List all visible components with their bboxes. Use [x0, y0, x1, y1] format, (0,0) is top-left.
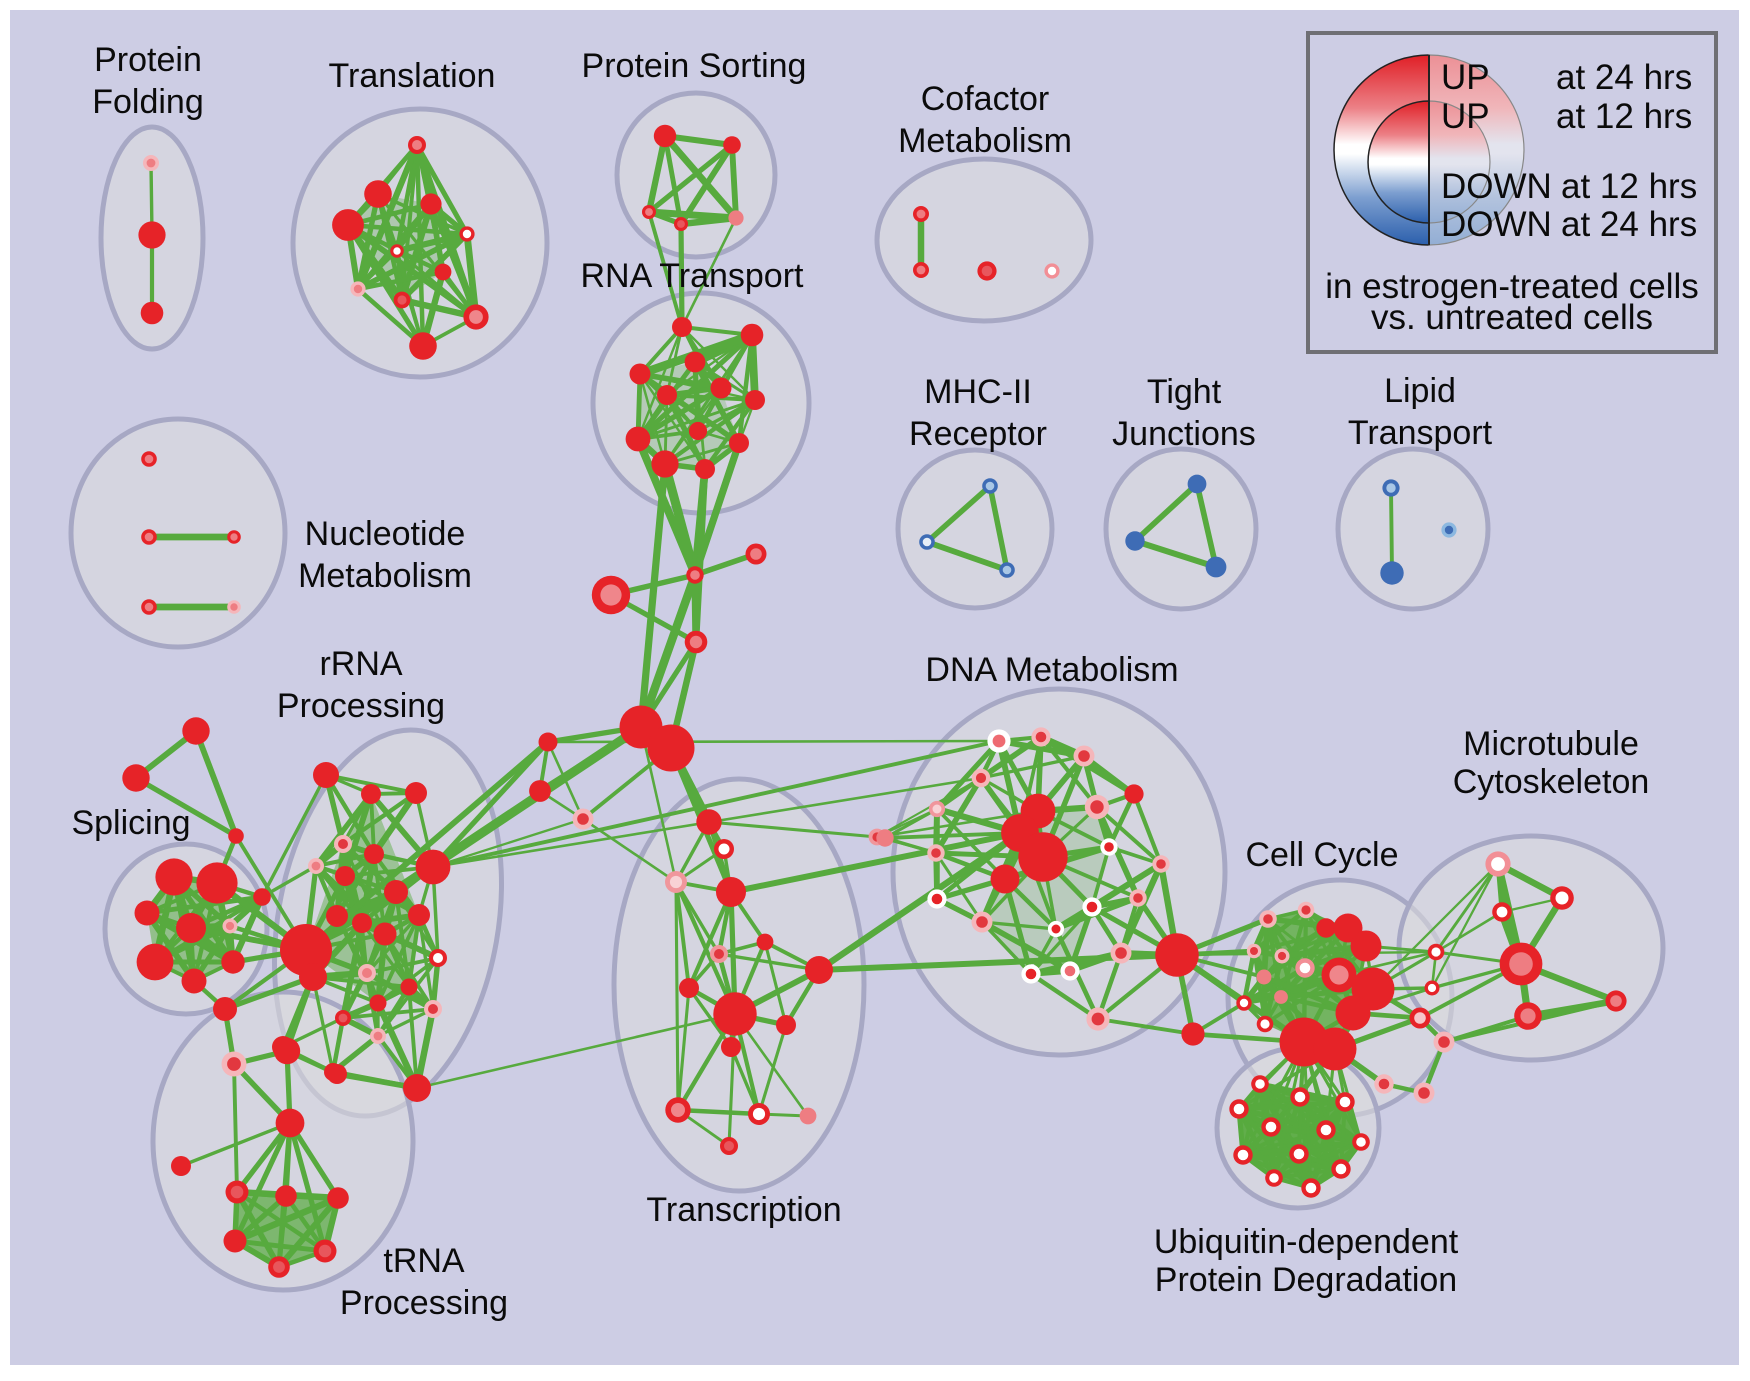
svg-text:RNA Transport: RNA Transport [581, 257, 805, 295]
svg-text:Tight: Tight [1147, 373, 1222, 411]
svg-text:Receptor: Receptor [909, 415, 1047, 453]
svg-text:at 12 hrs: at 12 hrs [1556, 97, 1692, 136]
svg-text:Microtubule: Microtubule [1463, 725, 1639, 763]
svg-text:Lipid: Lipid [1384, 372, 1456, 410]
svg-text:Cell Cycle: Cell Cycle [1245, 836, 1398, 874]
svg-text:MHC-II: MHC-II [924, 373, 1032, 411]
svg-text:Cofactor: Cofactor [921, 80, 1050, 118]
svg-text:Protein Sorting: Protein Sorting [582, 47, 807, 85]
svg-text:Protein Degradation: Protein Degradation [1155, 1261, 1457, 1299]
svg-text:Cytoskeleton: Cytoskeleton [1453, 763, 1650, 801]
svg-text:Ubiquitin-dependent: Ubiquitin-dependent [1154, 1223, 1459, 1261]
svg-text:in estrogen-treated cells: in estrogen-treated cells [1325, 267, 1699, 306]
svg-text:at 12 hrs: at 12 hrs [1561, 167, 1697, 206]
svg-text:Folding: Folding [92, 83, 204, 121]
svg-text:DOWN: DOWN [1441, 167, 1552, 206]
svg-text:Nucleotide: Nucleotide [305, 515, 466, 553]
svg-text:Transcription: Transcription [646, 1191, 841, 1229]
svg-text:Protein: Protein [94, 41, 202, 79]
svg-text:tRNA: tRNA [383, 1242, 465, 1280]
svg-text:Splicing: Splicing [71, 804, 190, 842]
svg-text:DNA Metabolism: DNA Metabolism [925, 651, 1178, 689]
svg-text:vs. untreated cells: vs. untreated cells [1371, 298, 1653, 337]
svg-text:Processing: Processing [340, 1284, 508, 1322]
svg-text:at 24 hrs: at 24 hrs [1556, 58, 1692, 97]
svg-text:UP: UP [1441, 58, 1490, 97]
svg-text:UP: UP [1441, 97, 1490, 136]
svg-text:Metabolism: Metabolism [298, 557, 472, 595]
svg-text:Metabolism: Metabolism [898, 122, 1072, 160]
svg-text:at 24 hrs: at 24 hrs [1561, 205, 1697, 244]
svg-text:Processing: Processing [277, 687, 445, 725]
svg-text:Transport: Transport [1348, 414, 1493, 452]
svg-text:Junctions: Junctions [1112, 415, 1256, 453]
svg-text:rRNA: rRNA [319, 645, 402, 683]
svg-text:DOWN: DOWN [1441, 205, 1552, 244]
svg-text:Translation: Translation [329, 57, 496, 95]
